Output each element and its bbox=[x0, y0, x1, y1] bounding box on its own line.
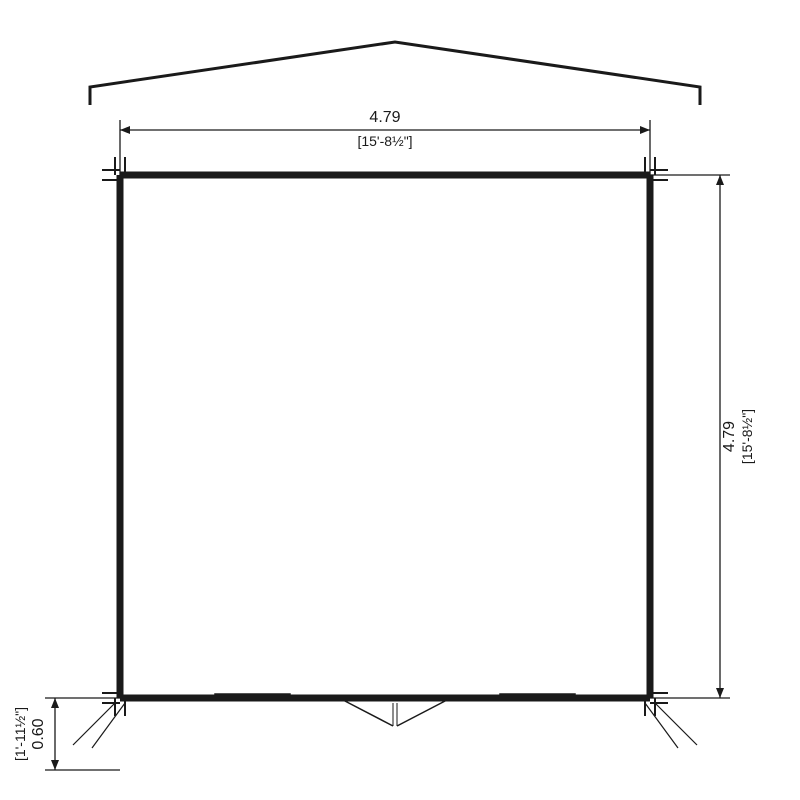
svg-text:4.79: 4.79 bbox=[721, 421, 738, 452]
svg-text:[1'-11½"]: [1'-11½"] bbox=[12, 707, 28, 761]
svg-text:[15'-8½"]: [15'-8½"] bbox=[357, 133, 412, 149]
svg-text:4.79: 4.79 bbox=[369, 109, 400, 126]
svg-text:[15'-8½"]: [15'-8½"] bbox=[739, 409, 755, 464]
svg-text:0.60: 0.60 bbox=[30, 718, 47, 749]
